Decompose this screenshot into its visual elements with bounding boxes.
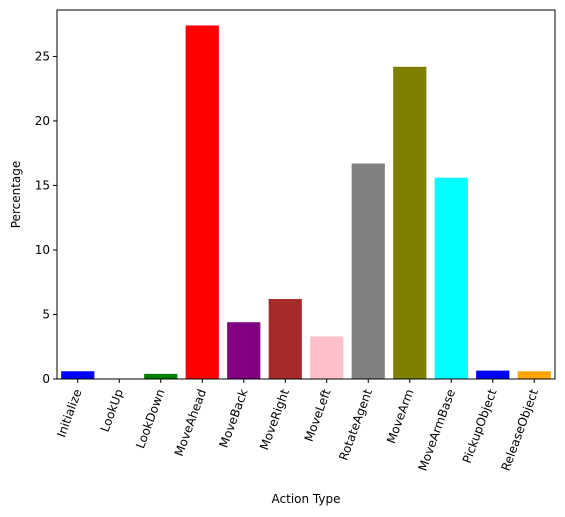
y-tick-label: 10 [35,243,50,257]
x-tick-label: MoveArmBase [415,387,458,473]
x-tick-label: MoveBack [216,387,250,449]
bars-group [61,25,551,380]
bar-movearm [393,66,427,380]
bar-releaseobject [517,371,551,379]
bar-moveahead [185,25,219,380]
bar-rotateagent [351,163,385,379]
y-axis-label: Percentage [9,161,23,229]
x-tick-label: MoveArm [384,387,417,445]
x-tick-label: Initialize [54,387,84,439]
x-tick-label: RotateAgent [336,387,375,462]
bar-moveback [227,322,261,379]
y-tick-label: 0 [42,372,50,386]
bar-moveleft [310,336,344,379]
y-tick-label: 5 [42,307,50,321]
plot-area [57,10,555,379]
x-tick-label: MoveAhead [172,387,209,458]
bar-movearmbase [434,177,468,379]
x-tick-label: LookDown [133,387,167,450]
x-tick-label: MoveRight [257,387,292,452]
y-tick-label: 20 [35,114,50,128]
bar-moveright [268,299,302,379]
x-tick-label: LookUp [98,387,126,434]
x-tick-label: MoveLeft [302,387,334,444]
bar-lookdown [144,373,178,379]
y-ticks-group: 0 5 10 15 20 25 [35,49,57,386]
bar-pickupobject [476,370,510,379]
y-tick-label: 25 [35,49,50,63]
x-ticks-group: Initialize LookUp LookDown MoveAhead MoveBac… [54,379,541,473]
bar-initialize [61,371,95,379]
x-tick-label: ReleaseObject [499,387,542,473]
x-axis-label: Action Type [272,492,341,506]
y-tick-label: 15 [35,178,50,192]
x-tick-label: PickupObject [460,387,500,465]
plot-frame [56,9,556,380]
